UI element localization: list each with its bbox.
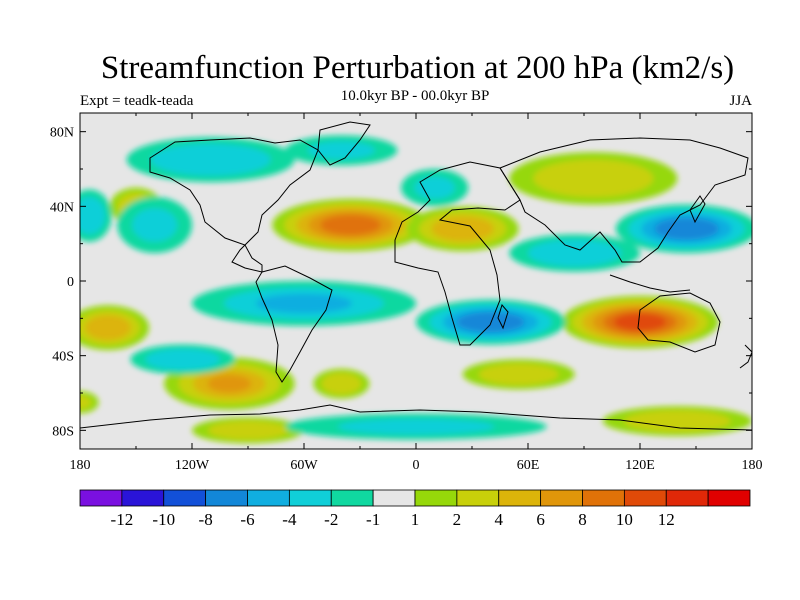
colorbar-label: -1 [366,510,380,529]
colorbar-label: -4 [282,510,297,529]
lon-tick-label: 0 [413,458,420,473]
contour-blob-4-level-2 [557,167,630,190]
field-plot-area [80,113,752,449]
lat-tick-label: 40N [50,200,74,215]
colorbar-label: -2 [324,510,338,529]
colorbar-label: -8 [199,510,213,529]
lon-tick-label: 120W [175,458,210,473]
colorbar-swatch [79,489,123,507]
contour-blob-5-level-6 [624,316,656,328]
contour-blob-2-level-5 [332,218,369,232]
contour-blob-21-level-1 [307,141,375,160]
colorbar-label: 12 [658,510,675,529]
colorbar-label: 8 [578,510,587,529]
colorbar-swatch [707,489,751,507]
colorbar-swatch [456,489,500,507]
colorbar-label: 4 [495,510,504,529]
colorbar-swatch [330,489,374,507]
colorbar-label: -10 [152,510,175,529]
colorbar-swatch [414,489,458,507]
colorbar-swatch [372,489,416,507]
lon-tick-label: 60E [517,458,540,473]
contour-blob-18-level-2 [80,204,99,227]
contour-blob-0-level-3 [94,320,122,336]
colorbar-swatch [163,489,207,507]
streamfunction-field [80,135,752,444]
colorbar-label: -6 [240,510,254,529]
colorbar-swatch [288,489,332,507]
map-subtitle: 10.0kyr BP - 00.0kyr BP [340,88,490,104]
lon-tick-label: 120E [625,458,655,473]
latitude-axis: 80N 40N 0 40S 80S [50,126,752,439]
coastlines [80,121,752,431]
lat-tick-label: 0 [67,275,74,290]
colorbar-label: -12 [111,510,134,529]
colorbar-swatch [247,489,290,507]
contour-blob-20-level-1 [414,176,455,199]
colorbar-swatch [540,489,583,507]
contour-blob-8-level-2 [224,424,272,436]
contour-blob-14-level-2 [256,293,352,313]
colorbar-label: 1 [411,510,420,529]
colorbar-swatch [205,489,248,507]
season-label: JJA [729,93,752,109]
contour-blob-22-level-1 [337,418,495,435]
contour-blob-3-level-3 [444,221,482,237]
colorbar-swatch [498,489,542,507]
contour-blob-13-level-2 [174,150,247,170]
lon-tick-label: 180 [70,458,91,473]
contour-blob-19-level-2 [160,353,206,366]
colorbar-swatch [623,489,667,507]
colorbar-swatch [121,489,165,507]
contour-blob-12-level-1 [132,208,178,242]
colorbar-swatch [582,489,625,507]
colorbar-swatch [665,489,709,507]
lat-tick-label: 40S [52,350,74,365]
contour-blob-11-level-2 [494,367,543,381]
lon-tick-label: 180 [742,458,763,473]
contour-blob-6-level-2 [645,414,710,428]
longitude-axis: 180 120W 60W 0 60E 120E 180 [70,113,763,473]
colorbar-label: 10 [616,510,633,529]
contour-blob-10-level-2 [329,377,354,391]
lat-tick-label: 80S [52,424,74,439]
contour-blob-9-level-1 [80,395,92,410]
contour-blob-1-level-3 [207,374,252,393]
lat-tick-label: 80N [50,126,74,141]
colorbar: -12 -10 -8 -6 -4 -2 -1 1 2 4 6 8 10 12 [79,489,751,529]
colorbar-label: 6 [536,510,545,529]
contour-blob-17-level-2 [546,245,603,261]
contour-blob-16-level-4 [667,222,707,236]
colorbar-label: 2 [453,510,462,529]
experiment-label: Expt = teadk-teada [80,93,194,109]
map-title: Streamfunction Perturbation at 200 hPa (… [100,50,735,86]
lon-tick-label: 60W [290,458,318,473]
